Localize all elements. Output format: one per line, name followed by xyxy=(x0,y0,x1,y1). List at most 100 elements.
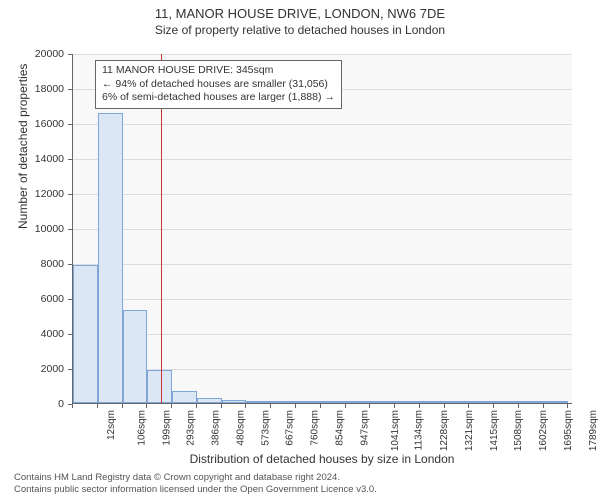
y-tick-mark xyxy=(68,369,72,370)
x-tick-mark xyxy=(518,404,519,408)
y-tick-mark xyxy=(68,334,72,335)
x-tick-label: 1321sqm xyxy=(464,410,475,451)
histogram-bar xyxy=(246,401,271,403)
histogram-bar xyxy=(544,401,569,403)
histogram-bar xyxy=(123,310,148,403)
y-tick-mark xyxy=(68,229,72,230)
histogram-bar xyxy=(445,401,470,403)
x-tick-label: 573sqm xyxy=(260,410,271,446)
x-tick-label: 480sqm xyxy=(236,410,247,446)
x-tick-mark xyxy=(122,404,123,408)
plot-area: 11 MANOR HOUSE DRIVE: 345sqm← 94% of det… xyxy=(72,54,572,404)
x-tick-label: 1228sqm xyxy=(439,410,450,451)
y-tick-label: 6000 xyxy=(24,293,64,305)
x-tick-label: 12sqm xyxy=(106,410,117,440)
histogram-bar xyxy=(172,391,197,403)
annotation-line: 11 MANOR HOUSE DRIVE: 345sqm xyxy=(102,64,335,78)
x-tick-mark xyxy=(543,404,544,408)
y-tick-mark xyxy=(68,194,72,195)
y-tick-label: 18000 xyxy=(24,83,64,95)
y-tick-mark xyxy=(68,124,72,125)
x-tick-label: 106sqm xyxy=(136,410,147,446)
x-tick-mark xyxy=(171,404,172,408)
grid-line xyxy=(73,299,572,300)
grid-line xyxy=(73,194,572,195)
x-tick-mark xyxy=(468,404,469,408)
x-tick-label: 854sqm xyxy=(335,410,346,446)
x-tick-mark xyxy=(295,404,296,408)
x-tick-label: 760sqm xyxy=(310,410,321,446)
y-tick-label: 12000 xyxy=(24,188,64,200)
histogram-bar xyxy=(519,401,544,403)
y-tick-label: 2000 xyxy=(24,363,64,375)
histogram-bar xyxy=(494,401,519,403)
y-tick-label: 4000 xyxy=(24,328,64,340)
x-tick-label: 1695sqm xyxy=(563,410,574,451)
x-tick-mark xyxy=(221,404,222,408)
grid-line xyxy=(73,159,572,160)
chart-subtitle: Size of property relative to detached ho… xyxy=(0,23,600,39)
x-tick-mark xyxy=(196,404,197,408)
x-tick-mark xyxy=(369,404,370,408)
histogram-bar xyxy=(222,400,247,403)
x-tick-label: 1041sqm xyxy=(390,410,401,451)
histogram-bar xyxy=(197,398,222,403)
x-tick-label: 1789sqm xyxy=(588,410,599,451)
x-tick-mark xyxy=(97,404,98,408)
x-tick-mark xyxy=(72,404,73,408)
x-tick-mark xyxy=(394,404,395,408)
histogram-bar xyxy=(321,401,346,403)
y-tick-label: 0 xyxy=(24,398,64,410)
histogram-bar xyxy=(73,265,98,403)
grid-line xyxy=(73,229,572,230)
x-tick-label: 293sqm xyxy=(186,410,197,446)
y-tick-label: 8000 xyxy=(24,258,64,270)
histogram-bar xyxy=(469,401,494,403)
annotation-line: 6% of semi-detached houses are larger (1… xyxy=(102,91,335,105)
plot-wrap: 11 MANOR HOUSE DRIVE: 345sqm← 94% of det… xyxy=(72,54,572,404)
annotation-box: 11 MANOR HOUSE DRIVE: 345sqm← 94% of det… xyxy=(95,60,342,109)
y-tick-label: 10000 xyxy=(24,223,64,235)
x-tick-mark xyxy=(270,404,271,408)
y-tick-mark xyxy=(68,89,72,90)
x-tick-mark xyxy=(320,404,321,408)
footer-line-1: Contains HM Land Registry data © Crown c… xyxy=(14,472,377,484)
footer-line-2: Contains public sector information licen… xyxy=(14,484,377,496)
x-tick-label: 199sqm xyxy=(161,410,172,446)
histogram-bar xyxy=(98,113,123,404)
y-tick-label: 14000 xyxy=(24,153,64,165)
histogram-bar xyxy=(296,401,321,403)
histogram-bar xyxy=(346,401,371,403)
footer: Contains HM Land Registry data © Crown c… xyxy=(14,472,377,496)
x-axis-label: Distribution of detached houses by size … xyxy=(72,452,572,466)
y-tick-label: 20000 xyxy=(24,48,64,60)
x-tick-mark xyxy=(146,404,147,408)
grid-line xyxy=(73,54,572,55)
histogram-bar xyxy=(395,401,420,403)
chart-title: 11, MANOR HOUSE DRIVE, LONDON, NW6 7DE xyxy=(0,0,600,23)
y-tick-mark xyxy=(68,299,72,300)
x-tick-label: 1602sqm xyxy=(538,410,549,451)
y-tick-label: 16000 xyxy=(24,118,64,130)
grid-line xyxy=(73,334,572,335)
x-tick-mark xyxy=(245,404,246,408)
annotation-line: ← 94% of detached houses are smaller (31… xyxy=(102,78,335,92)
x-tick-label: 1415sqm xyxy=(489,410,500,451)
y-tick-mark xyxy=(68,54,72,55)
grid-line xyxy=(73,264,572,265)
x-tick-label: 947sqm xyxy=(359,410,370,446)
x-tick-mark xyxy=(493,404,494,408)
x-tick-label: 667sqm xyxy=(285,410,296,446)
x-tick-label: 1508sqm xyxy=(513,410,524,451)
grid-line xyxy=(73,124,572,125)
x-tick-mark xyxy=(345,404,346,408)
x-tick-mark xyxy=(444,404,445,408)
x-tick-label: 386sqm xyxy=(211,410,222,446)
x-tick-mark xyxy=(419,404,420,408)
histogram-bar xyxy=(271,401,296,403)
x-tick-label: 1134sqm xyxy=(414,410,425,450)
figure-root: 11, MANOR HOUSE DRIVE, LONDON, NW6 7DE S… xyxy=(0,0,600,500)
histogram-bar xyxy=(370,401,395,403)
histogram-bar xyxy=(420,401,445,403)
y-tick-mark xyxy=(68,264,72,265)
